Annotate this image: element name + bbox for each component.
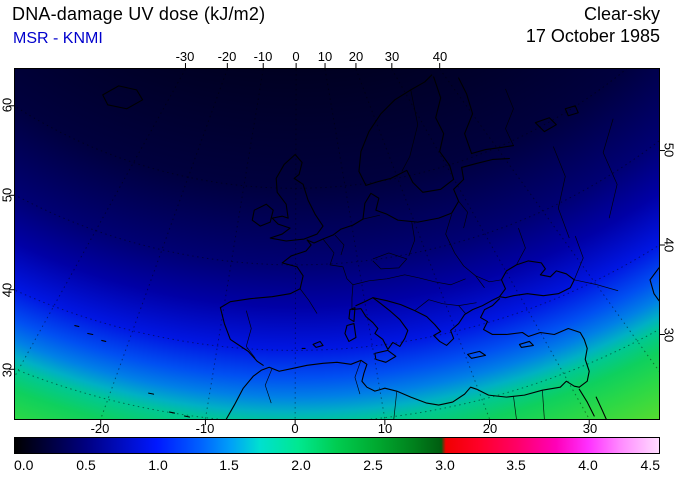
graticule-grid: [15, 69, 659, 419]
lon-tick-bottom: 0: [291, 421, 299, 436]
colorbar-tick: 0.0: [14, 457, 34, 473]
uv-dose-field: [15, 69, 659, 419]
lat-tick-right: 30: [661, 327, 677, 343]
lon-tick-top: -20: [217, 49, 237, 64]
lon-tick-top: -30: [175, 49, 195, 64]
colorbar-tick: 2.5: [363, 457, 383, 473]
lat-tick-left: 30: [0, 362, 15, 378]
colorbar-tick: 2.0: [291, 457, 311, 473]
coastlines: [74, 74, 659, 419]
lon-tick-top: 0: [292, 49, 300, 64]
lat-tick-right: 50: [661, 142, 677, 158]
colorbar-tick: 1.0: [148, 457, 168, 473]
colorbar-tick: 4.5: [640, 457, 660, 473]
colorbar-tick: 3.5: [506, 457, 526, 473]
colorbar-tick: 3.0: [435, 457, 455, 473]
europe-map-svg: [9, 63, 665, 425]
lon-tick-bottom: -20: [90, 421, 110, 436]
lon-tick-top: 20: [348, 49, 364, 64]
lat-tick-left: 60: [0, 97, 15, 113]
axis-ticks: [9, 63, 665, 425]
lon-tick-top: 40: [432, 49, 448, 64]
colorbar-tick: 4.0: [578, 457, 598, 473]
lon-tick-top: 10: [317, 49, 333, 64]
colorbar-tick: 1.5: [219, 457, 239, 473]
figure-date: 17 October 1985: [525, 26, 660, 46]
lon-tick-bottom: 20: [482, 421, 498, 436]
lon-tick-bottom: 10: [377, 421, 393, 436]
lon-tick-top: 30: [384, 49, 400, 64]
figure-source: MSR - KNMI: [13, 30, 103, 47]
lon-tick-bottom: -10: [195, 421, 215, 436]
colorbar-tick: 0.5: [76, 457, 96, 473]
lon-tick-bottom: 30: [582, 421, 598, 436]
figure-title: DNA-damage UV dose (kJ/m2): [12, 4, 266, 24]
colorbar: [14, 437, 660, 454]
lon-tick-top: -10: [253, 49, 273, 64]
map-canvas: [9, 63, 665, 425]
country-borders: [245, 88, 619, 419]
sky-condition-label: Clear-sky: [583, 4, 660, 24]
